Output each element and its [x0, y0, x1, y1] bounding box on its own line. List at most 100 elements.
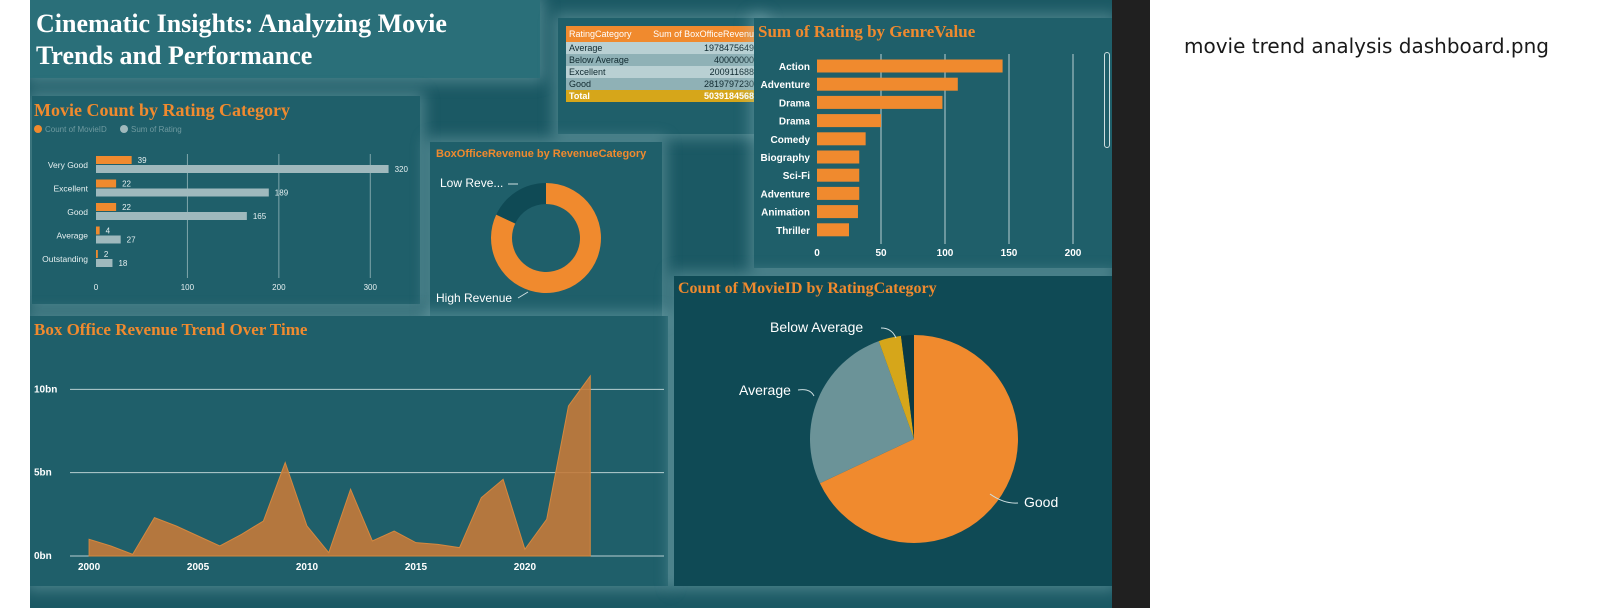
leader-line: [989, 493, 1019, 504]
table-row[interactable]: Good 28197972300: [566, 78, 762, 90]
bar: [96, 203, 117, 211]
bar: [96, 165, 389, 173]
leader-line: [797, 389, 815, 397]
window-divider: [1112, 0, 1150, 608]
bar: [96, 259, 113, 267]
rating-pie-panel: Count of MovieID by RatingCategory Good A…: [674, 276, 1112, 586]
table-cell: 19784756496: [640, 42, 762, 54]
bar: [817, 223, 849, 237]
pie-slice: [900, 335, 914, 439]
data-label: 18: [118, 259, 127, 268]
donut-slice: [496, 183, 546, 224]
x-tick-label: 0: [94, 283, 99, 292]
data-label: 27: [127, 236, 136, 245]
bar: [817, 132, 866, 146]
revenue-table: RatingCategory Sum of BoxOfficeRevenue A…: [566, 26, 762, 102]
revenue-table-panel: RatingCategory Sum of BoxOfficeRevenue A…: [558, 18, 764, 134]
table-cell: Below Average: [566, 54, 641, 66]
data-label: 39: [138, 156, 147, 165]
bar: [817, 59, 1003, 73]
chart-title: Sum of Rating by GenreValue: [758, 22, 976, 41]
donut-slice: [491, 183, 601, 293]
x-tick-label: 2000: [78, 562, 101, 573]
x-tick-label: 2015: [405, 562, 428, 573]
x-tick-label: 2010: [296, 562, 319, 573]
table-cell: Good: [566, 78, 641, 90]
bar: [96, 212, 247, 220]
chart-title: Count of MovieID by RatingCategory: [678, 280, 937, 297]
table-cell: 2009116888: [640, 66, 762, 78]
table-row[interactable]: Excellent 2009116888: [566, 66, 762, 78]
x-tick-label: 0: [814, 248, 820, 259]
leader-line: [880, 327, 897, 339]
data-label: 22: [122, 180, 131, 189]
category-label: Thriller: [776, 226, 810, 237]
category-label: Good: [67, 207, 88, 217]
x-tick-label: 300: [364, 283, 378, 292]
chart-title: BoxOfficeRevenue by RevenueCategory: [436, 148, 647, 160]
table-row[interactable]: Average 19784756496: [566, 42, 762, 54]
table-header-category[interactable]: RatingCategory: [566, 26, 641, 42]
bar: [96, 156, 132, 164]
legend-label: Count of MovieID: [45, 125, 107, 134]
y-tick-label: 5bn: [34, 468, 52, 479]
bar: [817, 168, 860, 182]
rating-pie-chart: Good Average Below Average: [739, 319, 1058, 543]
table-total-row: Total 50391845684: [566, 90, 762, 102]
rating-count-chart: Count of MovieID Sum of Rating 0 100 200 300 V…: [34, 125, 409, 292]
data-label: 2: [104, 250, 109, 259]
category-label: Biography: [761, 153, 811, 164]
y-tick-label: 10bn: [34, 384, 57, 395]
file-name-label: movie trend analysis dashboard.png: [1184, 34, 1549, 58]
table-cell: Excellent: [566, 66, 641, 78]
slice-label: Average: [739, 382, 791, 398]
category-label: Comedy: [771, 135, 811, 146]
pie-slice: [810, 341, 914, 484]
x-tick-label: 100: [937, 248, 954, 259]
area-series: [88, 374, 591, 557]
category-label: Average: [56, 231, 88, 241]
data-label: 4: [106, 227, 111, 236]
bar: [96, 226, 100, 235]
category-label: Drama: [779, 117, 811, 128]
table-cell: 28197972300: [640, 78, 762, 90]
table-cell: Average: [566, 42, 641, 54]
bar: [817, 77, 958, 91]
pie-slice: [819, 335, 1018, 543]
x-tick-label: 150: [1001, 248, 1018, 259]
chart-title: Box Office Revenue Trend Over Time: [34, 320, 308, 339]
legend-swatch: [120, 125, 128, 133]
bar: [96, 188, 269, 197]
category-label: Action: [779, 62, 810, 73]
table-header-revenue[interactable]: Sum of BoxOfficeRevenue: [640, 26, 762, 42]
bar: [817, 186, 860, 200]
slice-label: Below Average: [770, 319, 863, 335]
title-panel: Cinematic Insights: Analyzing Movie Tren…: [30, 0, 540, 78]
pie-slice: [878, 335, 914, 439]
table-row[interactable]: Below Average 400000000: [566, 54, 762, 66]
dashboard-title: Cinematic Insights: Analyzing Movie Tren…: [36, 9, 447, 70]
category-label: Adventure: [761, 80, 811, 91]
data-label: 165: [253, 212, 267, 221]
bar: [817, 114, 881, 128]
legend-swatch: [34, 125, 42, 133]
x-tick-label: 50: [875, 248, 887, 259]
category-label: Animation: [761, 208, 810, 219]
table-header-row: RatingCategory Sum of BoxOfficeRevenue: [566, 26, 762, 42]
genre-rating-chart: 0 50 100 150 200 Action Adventure Drama Drama Com…: [761, 54, 1082, 259]
x-tick-label: 2020: [514, 562, 537, 573]
x-tick-label: 200: [272, 283, 286, 292]
data-label: 320: [395, 165, 409, 174]
legend-label: Sum of Rating: [131, 125, 182, 134]
bar: [96, 250, 98, 258]
category-label: Very Good: [48, 160, 88, 170]
dashboard-canvas: Cinematic Insights: Analyzing Movie Tren…: [30, 0, 1112, 608]
chart-scrollbar[interactable]: [1104, 52, 1110, 148]
rating-count-panel: Movie Count by Rating Category Count of …: [32, 96, 420, 304]
x-tick-label: 2005: [187, 562, 210, 573]
bar: [817, 205, 858, 219]
data-label: 189: [275, 189, 289, 198]
genre-rating-panel: Sum of Rating by GenreValue 0 50 100 150 200…: [754, 18, 1112, 268]
leader-line: [517, 291, 529, 299]
table-cell: Total: [566, 90, 641, 102]
